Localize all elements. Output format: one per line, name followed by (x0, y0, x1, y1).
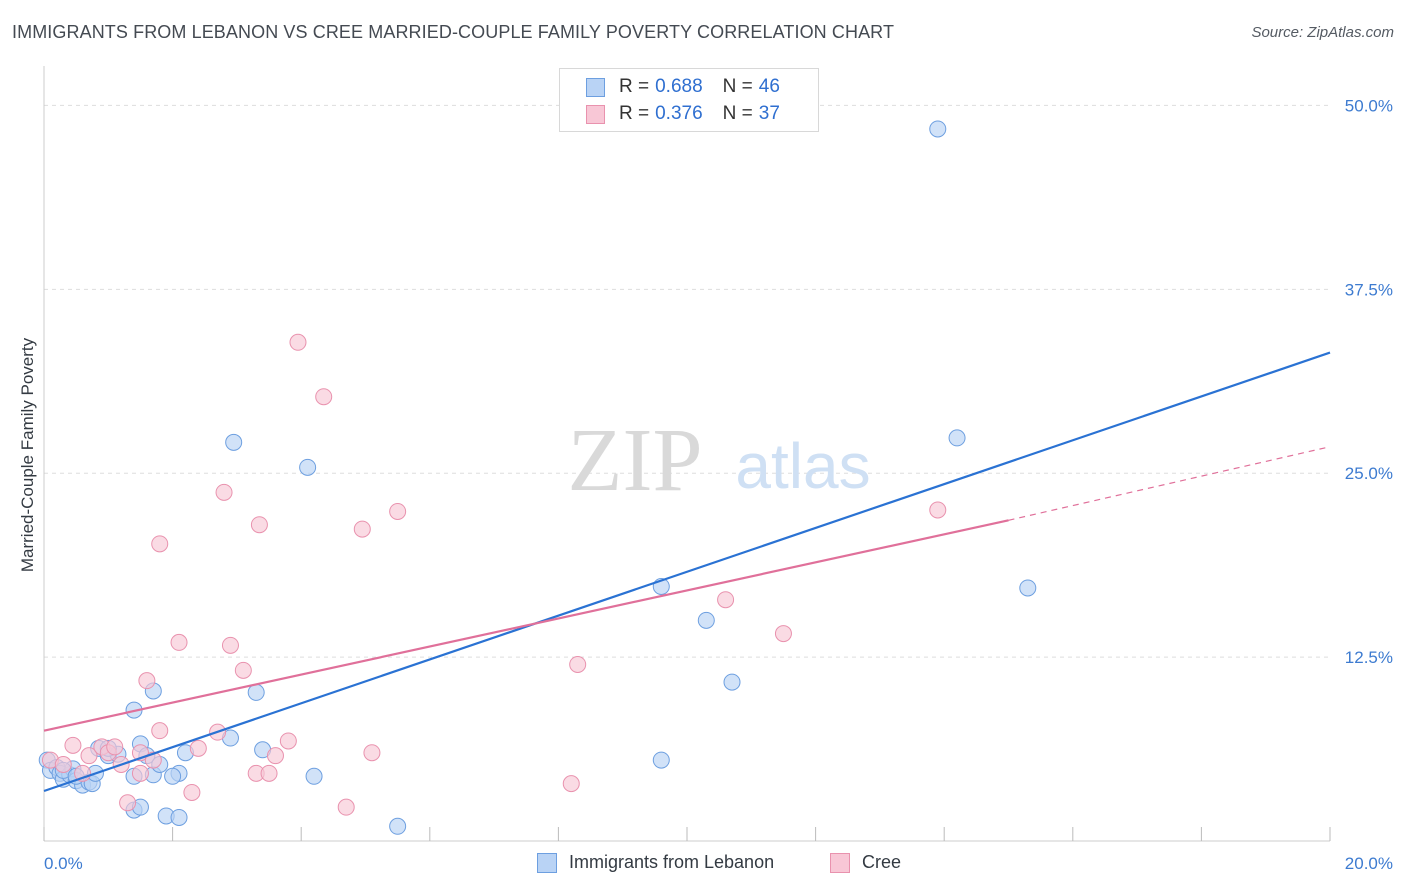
point-cree (170, 633, 188, 651)
point-cree (389, 502, 407, 520)
point-cree (569, 655, 587, 673)
y-tick-label: 25.0% (1345, 464, 1393, 483)
point-lebanon (929, 120, 947, 138)
point-cree (289, 333, 307, 351)
point-lebanon (164, 767, 182, 785)
trend-line-lebanon (43, 351, 1331, 793)
bottom-legend-lebanon: Immigrants from Lebanon (537, 852, 774, 873)
legend-row-lebanon: R = 0.688 N = 46 (586, 74, 780, 100)
point-cree (260, 764, 278, 782)
source-label: Source: ZipAtlas.com (1251, 24, 1394, 41)
point-lebanon (305, 767, 323, 785)
bottom-legend: Immigrants from Lebanon Cree (0, 852, 1406, 878)
point-cree (234, 661, 252, 679)
point-lebanon (697, 611, 715, 629)
point-cree (151, 535, 169, 553)
trend-lines (43, 351, 1331, 793)
point-cree (337, 798, 355, 816)
legend-swatch-cree (586, 104, 605, 124)
legend-n-value: 46 (758, 76, 780, 97)
y-tick-label: 37.5% (1345, 280, 1393, 299)
legend-swatch-lebanon (586, 77, 605, 97)
legend-row-cree: R = 0.376 N = 37 (586, 101, 780, 127)
point-cree (54, 756, 72, 773)
point-lebanon (948, 429, 966, 447)
point-cree (64, 736, 82, 754)
point-lebanon (1019, 579, 1037, 597)
point-cree (221, 636, 239, 654)
bottom-legend-label-cree: Cree (862, 852, 902, 872)
bottom-legend-cree: Cree (830, 852, 901, 873)
data-points (38, 120, 1037, 835)
point-lebanon (652, 751, 670, 769)
legend-r-value: 0.376 (655, 103, 703, 124)
point-cree (929, 501, 947, 519)
bottom-legend-label-lebanon: Immigrants from Lebanon (569, 852, 775, 872)
point-cree (183, 783, 201, 801)
x-tick-label: 20.0% (1345, 854, 1393, 873)
point-cree (279, 732, 297, 750)
trend-line-cree (43, 519, 1009, 732)
legend: R = 0.688 N = 46 R = 0.376 N = 37 (559, 68, 819, 132)
point-cree (106, 738, 124, 756)
legend-n-label: N = (722, 76, 753, 97)
point-cree (774, 625, 792, 643)
point-lebanon (723, 673, 741, 691)
point-lebanon (170, 808, 188, 826)
point-cree (151, 722, 169, 740)
point-cree (717, 591, 735, 609)
point-cree (131, 764, 149, 782)
bottom-legend-swatch-cree (830, 852, 850, 873)
y-tick-label: 50.0% (1345, 96, 1393, 115)
legend-n-value: 37 (758, 103, 780, 124)
point-cree (250, 516, 268, 534)
axis-ticks: 12.5% 25.0% 37.5% 50.0% 0.0% 20.0% (44, 96, 1393, 873)
point-lebanon (299, 458, 317, 476)
watermark-zip: ZIP (568, 411, 703, 510)
point-lebanon (247, 683, 265, 701)
point-lebanon (225, 433, 243, 451)
bottom-legend-swatch-lebanon (537, 852, 557, 873)
watermark-atlas: atlas (735, 430, 870, 502)
chart-title: IMMIGRANTS FROM LEBANON VS CREE MARRIED-… (12, 22, 895, 42)
point-cree (215, 483, 233, 501)
legend-n-label: N = (722, 103, 753, 124)
point-cree (315, 388, 333, 406)
point-cree (189, 739, 207, 757)
point-cree (119, 794, 137, 812)
point-cree (562, 775, 580, 793)
legend-r-label: R = (619, 76, 650, 97)
point-cree (353, 520, 371, 538)
point-cree (138, 672, 156, 690)
point-cree (266, 747, 284, 765)
legend-r-label: R = (619, 103, 650, 124)
point-cree (80, 747, 98, 765)
point-cree (363, 744, 381, 762)
point-lebanon (389, 817, 407, 835)
y-tick-label: 12.5% (1345, 648, 1393, 667)
trend-line-cree (1008, 446, 1331, 521)
legend-r-value: 0.688 (655, 76, 703, 97)
x-tick-label: 0.0% (44, 854, 83, 873)
